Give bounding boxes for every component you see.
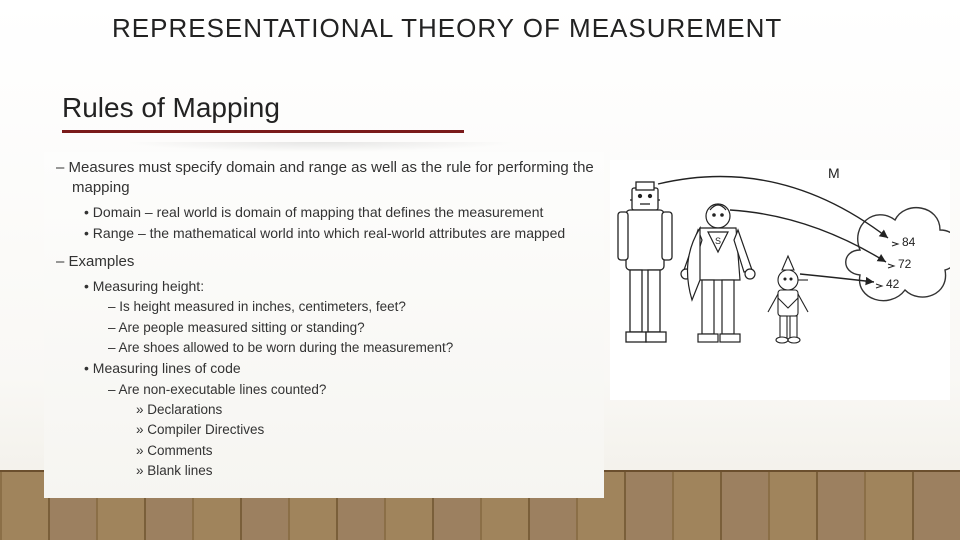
slide-root: REPRESENTATIONAL THEORY OF MEASUREMENT R… bbox=[0, 0, 960, 540]
value-mid: 72 bbox=[898, 257, 912, 271]
list-item: Blank lines bbox=[152, 462, 594, 480]
list-item: Is height measured in inches, centimeter… bbox=[124, 298, 594, 316]
figure-small bbox=[768, 256, 808, 343]
subtitle-underline bbox=[62, 130, 464, 133]
list-item: Compiler Directives bbox=[152, 421, 594, 439]
slide-header: REPRESENTATIONAL THEORY OF MEASUREMENT bbox=[112, 12, 900, 45]
svg-text:S: S bbox=[715, 236, 721, 246]
bullet-list: Measures must specify domain and range a… bbox=[54, 158, 594, 480]
list-item: Range – the mathematical world into whic… bbox=[98, 224, 594, 243]
list-item: Measures must specify domain and range a… bbox=[72, 158, 594, 199]
value-tall: 84 bbox=[902, 235, 916, 249]
list-item: Are shoes allowed to be worn during the … bbox=[124, 339, 594, 357]
value-small: 42 bbox=[886, 277, 900, 291]
list-item: Are non-executable lines counted? bbox=[124, 381, 594, 399]
list-item: Measuring height: bbox=[98, 277, 594, 296]
slide-title: REPRESENTATIONAL THEORY OF MEASUREMENT bbox=[112, 12, 900, 45]
figure-tall bbox=[618, 182, 672, 342]
subtitle: Rules of Mapping bbox=[62, 92, 900, 128]
list-item: Examples bbox=[72, 252, 594, 272]
mapping-diagram: S bbox=[610, 160, 950, 400]
mapping-label: M bbox=[828, 165, 840, 181]
list-item: Declarations bbox=[152, 401, 594, 419]
list-item: Are people measured sitting or standing? bbox=[124, 319, 594, 337]
list-item: Comments bbox=[152, 442, 594, 460]
list-item: Domain – real world is domain of mapping… bbox=[98, 203, 594, 222]
bullet-panel: Measures must specify domain and range a… bbox=[44, 152, 604, 498]
figure-mid: S bbox=[681, 204, 755, 342]
subtitle-region: Rules of Mapping bbox=[62, 92, 900, 133]
list-item: Measuring lines of code bbox=[98, 359, 594, 378]
